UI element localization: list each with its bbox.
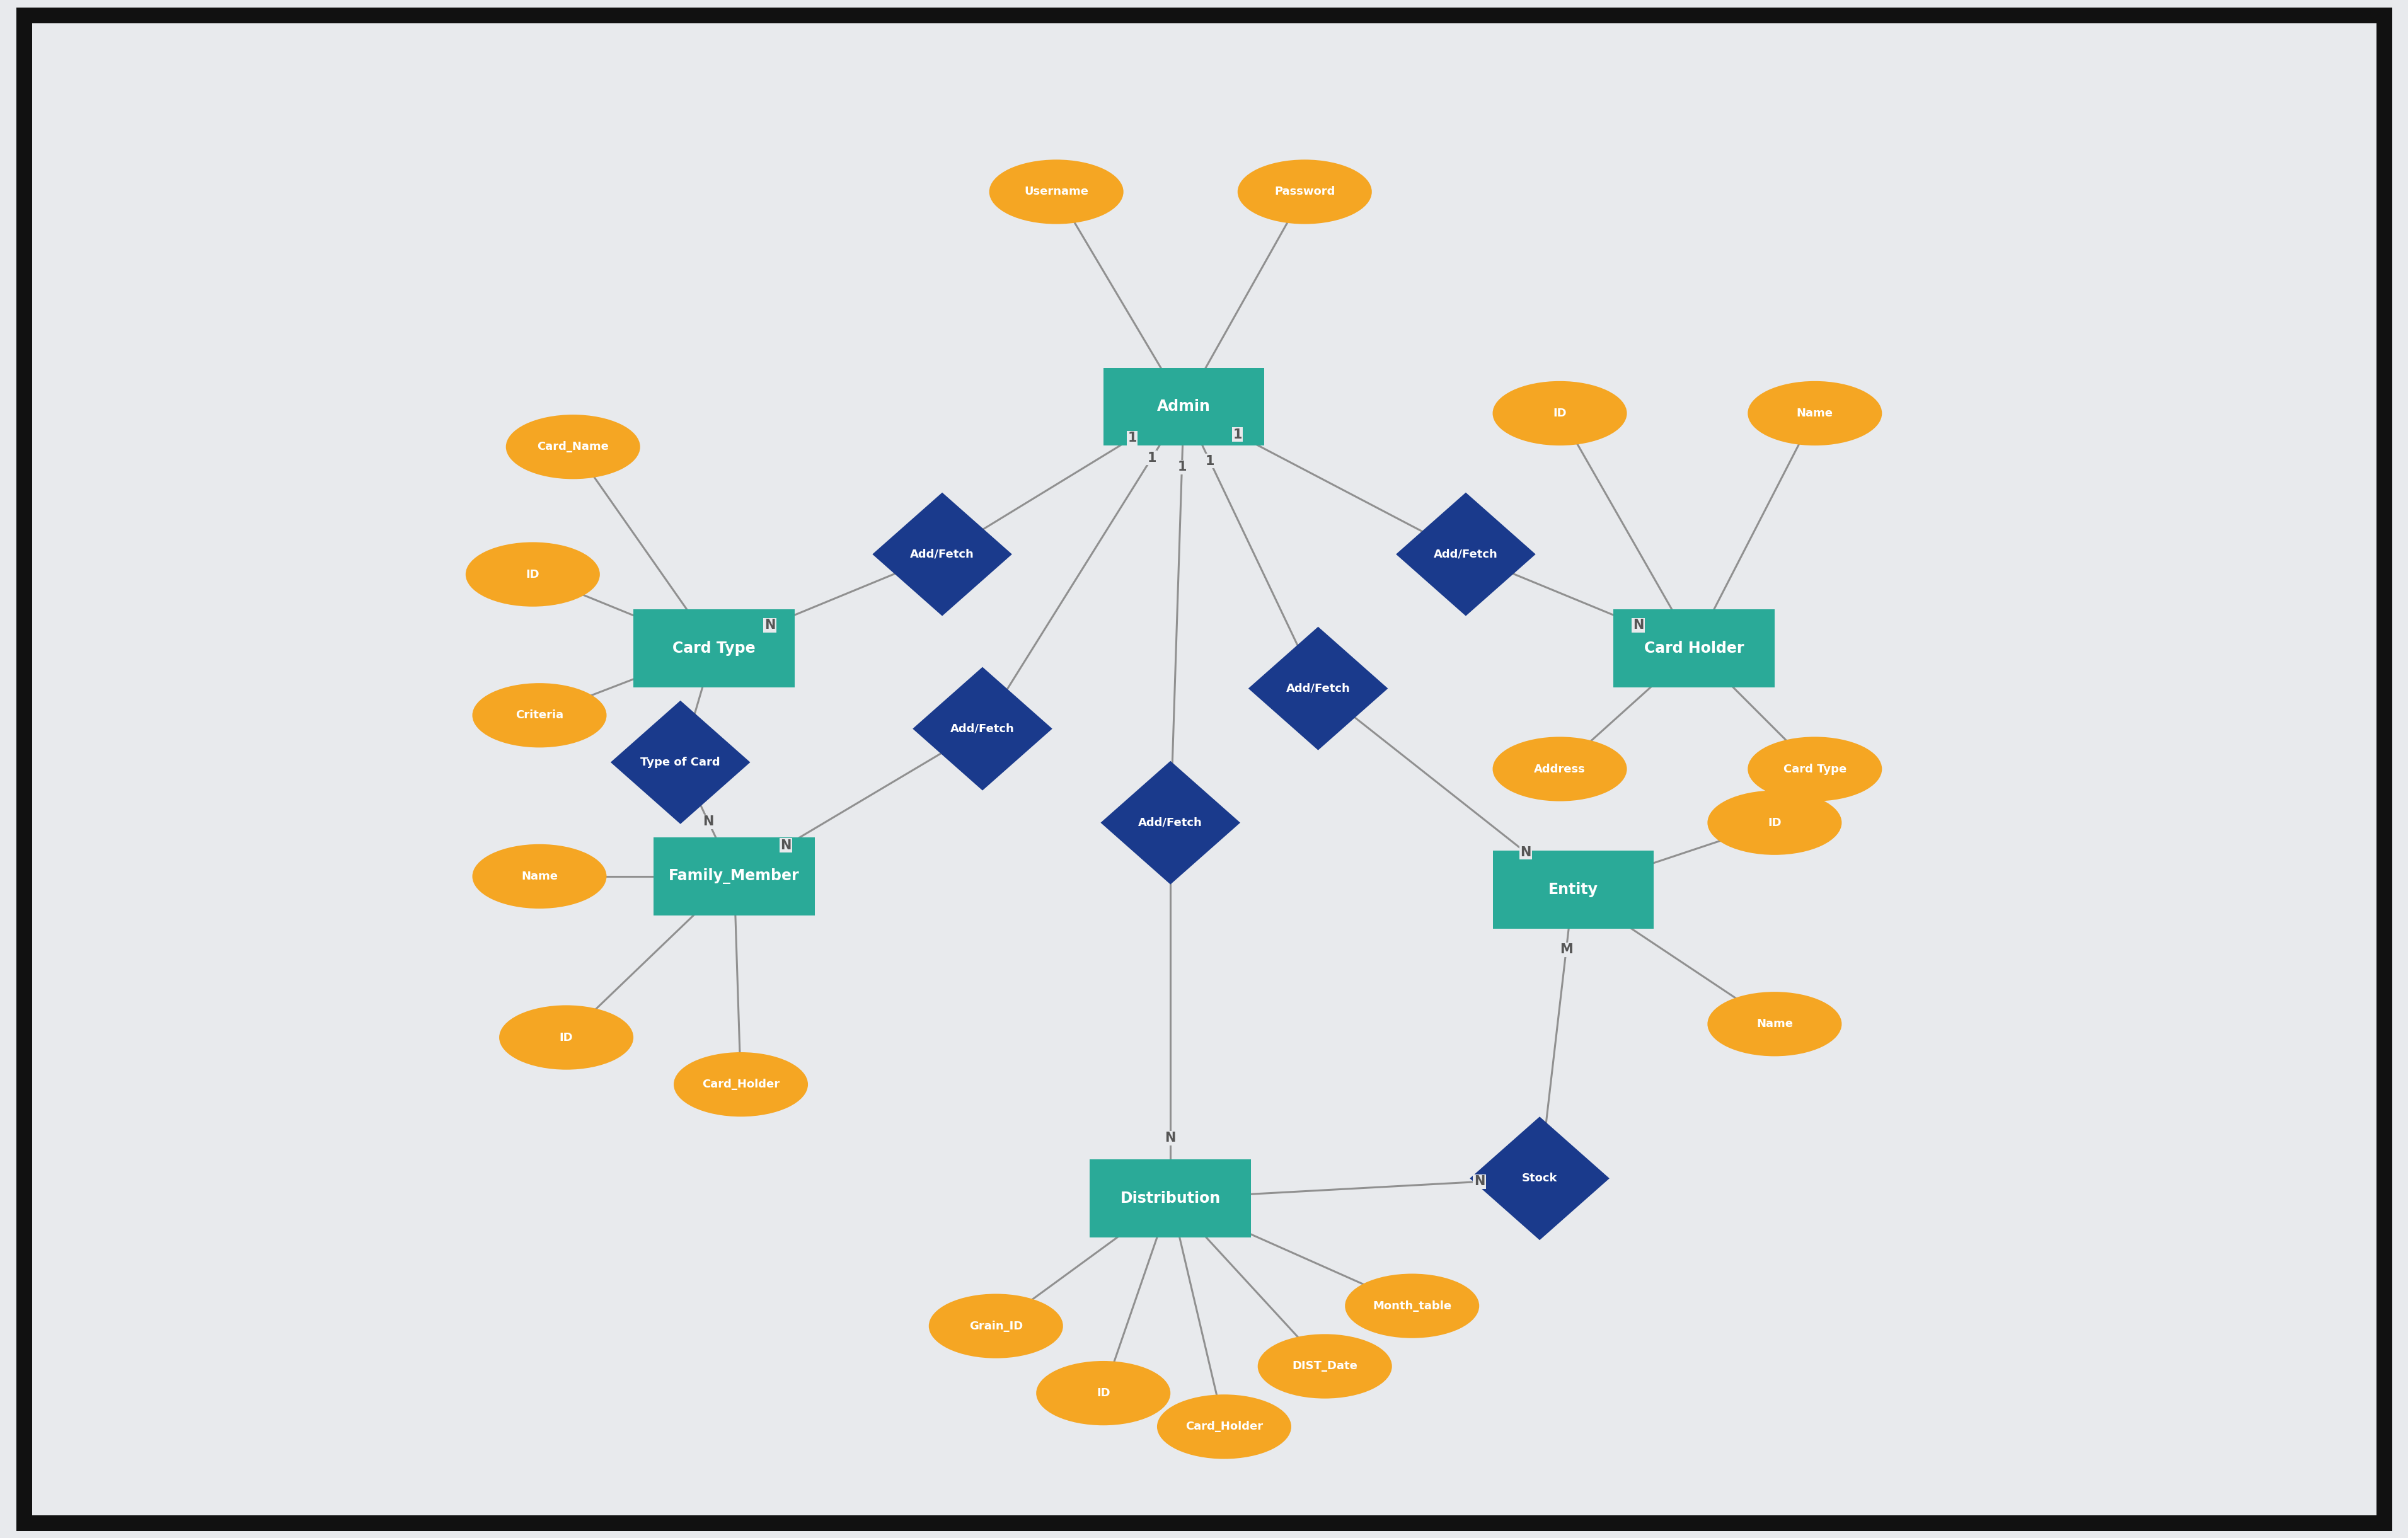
Text: Name: Name [520, 871, 559, 883]
Text: 1: 1 [1178, 461, 1187, 474]
Text: N: N [1633, 618, 1645, 632]
Text: N: N [1519, 846, 1531, 858]
Text: Entity: Entity [1548, 883, 1599, 897]
Text: Name: Name [1755, 1018, 1794, 1030]
Text: ID: ID [559, 1032, 573, 1043]
Ellipse shape [472, 844, 607, 909]
Ellipse shape [1156, 1395, 1291, 1460]
Text: Password: Password [1274, 186, 1334, 197]
Text: Username: Username [1023, 186, 1088, 197]
Ellipse shape [1346, 1273, 1479, 1338]
Text: Criteria: Criteria [515, 709, 563, 721]
Text: Family_Member: Family_Member [669, 869, 799, 884]
Text: ID: ID [525, 569, 539, 580]
Ellipse shape [1257, 1333, 1392, 1398]
Polygon shape [1100, 761, 1240, 884]
Text: 1: 1 [1233, 428, 1243, 441]
Text: Address: Address [1534, 763, 1584, 775]
Ellipse shape [990, 160, 1125, 225]
Ellipse shape [498, 1006, 633, 1069]
Polygon shape [612, 700, 751, 824]
Text: N: N [1474, 1175, 1486, 1187]
Polygon shape [1247, 626, 1387, 751]
Text: Card_Name: Card_Name [537, 441, 609, 452]
Ellipse shape [1493, 381, 1628, 446]
Ellipse shape [929, 1293, 1062, 1358]
Text: Grain_ID: Grain_ID [968, 1320, 1023, 1332]
Text: N: N [763, 618, 775, 632]
Text: N: N [703, 815, 713, 827]
Text: DIST_Date: DIST_Date [1293, 1361, 1358, 1372]
Text: N: N [1165, 1132, 1175, 1144]
Ellipse shape [472, 683, 607, 747]
Text: Add/Fetch: Add/Fetch [1139, 817, 1202, 829]
Polygon shape [1397, 492, 1536, 617]
Text: ID: ID [1767, 817, 1782, 829]
Text: Admin: Admin [1158, 398, 1211, 414]
Text: 1: 1 [1127, 432, 1137, 444]
Ellipse shape [465, 543, 600, 606]
Text: Distribution: Distribution [1120, 1190, 1221, 1206]
Text: Stock: Stock [1522, 1172, 1558, 1184]
Ellipse shape [1707, 992, 1842, 1057]
Text: M: M [1560, 943, 1572, 957]
FancyBboxPatch shape [1091, 1160, 1252, 1238]
Ellipse shape [1238, 160, 1373, 225]
FancyBboxPatch shape [1613, 609, 1775, 687]
Polygon shape [872, 492, 1011, 617]
Ellipse shape [1493, 737, 1628, 801]
Polygon shape [913, 667, 1052, 791]
Text: Add/Fetch: Add/Fetch [1286, 683, 1351, 694]
Text: Type of Card: Type of Card [641, 757, 720, 767]
Text: Month_table: Month_table [1373, 1300, 1452, 1312]
Ellipse shape [506, 415, 641, 478]
Text: 1: 1 [1206, 455, 1214, 468]
FancyBboxPatch shape [653, 838, 814, 915]
Text: Card_Holder: Card_Holder [1185, 1421, 1262, 1432]
Text: Add/Fetch: Add/Fetch [1433, 549, 1498, 560]
Polygon shape [1469, 1117, 1609, 1240]
Ellipse shape [674, 1052, 809, 1117]
Ellipse shape [1748, 381, 1883, 446]
Text: Card Type: Card Type [672, 641, 756, 655]
Ellipse shape [1748, 737, 1883, 801]
Ellipse shape [1707, 791, 1842, 855]
Text: Card Holder: Card Holder [1645, 641, 1743, 655]
Text: Add/Fetch: Add/Fetch [910, 549, 975, 560]
FancyBboxPatch shape [1103, 368, 1264, 446]
Text: N: N [780, 840, 792, 852]
Text: Add/Fetch: Add/Fetch [951, 723, 1014, 735]
Ellipse shape [1035, 1361, 1170, 1426]
Text: ID: ID [1553, 408, 1568, 418]
Text: Card_Holder: Card_Holder [703, 1078, 780, 1090]
Text: Card Type: Card Type [1784, 763, 1847, 775]
Text: Name: Name [1796, 408, 1832, 418]
FancyBboxPatch shape [633, 609, 795, 687]
FancyBboxPatch shape [1493, 851, 1654, 929]
Text: ID: ID [1096, 1387, 1110, 1400]
Text: 1: 1 [1146, 452, 1156, 464]
